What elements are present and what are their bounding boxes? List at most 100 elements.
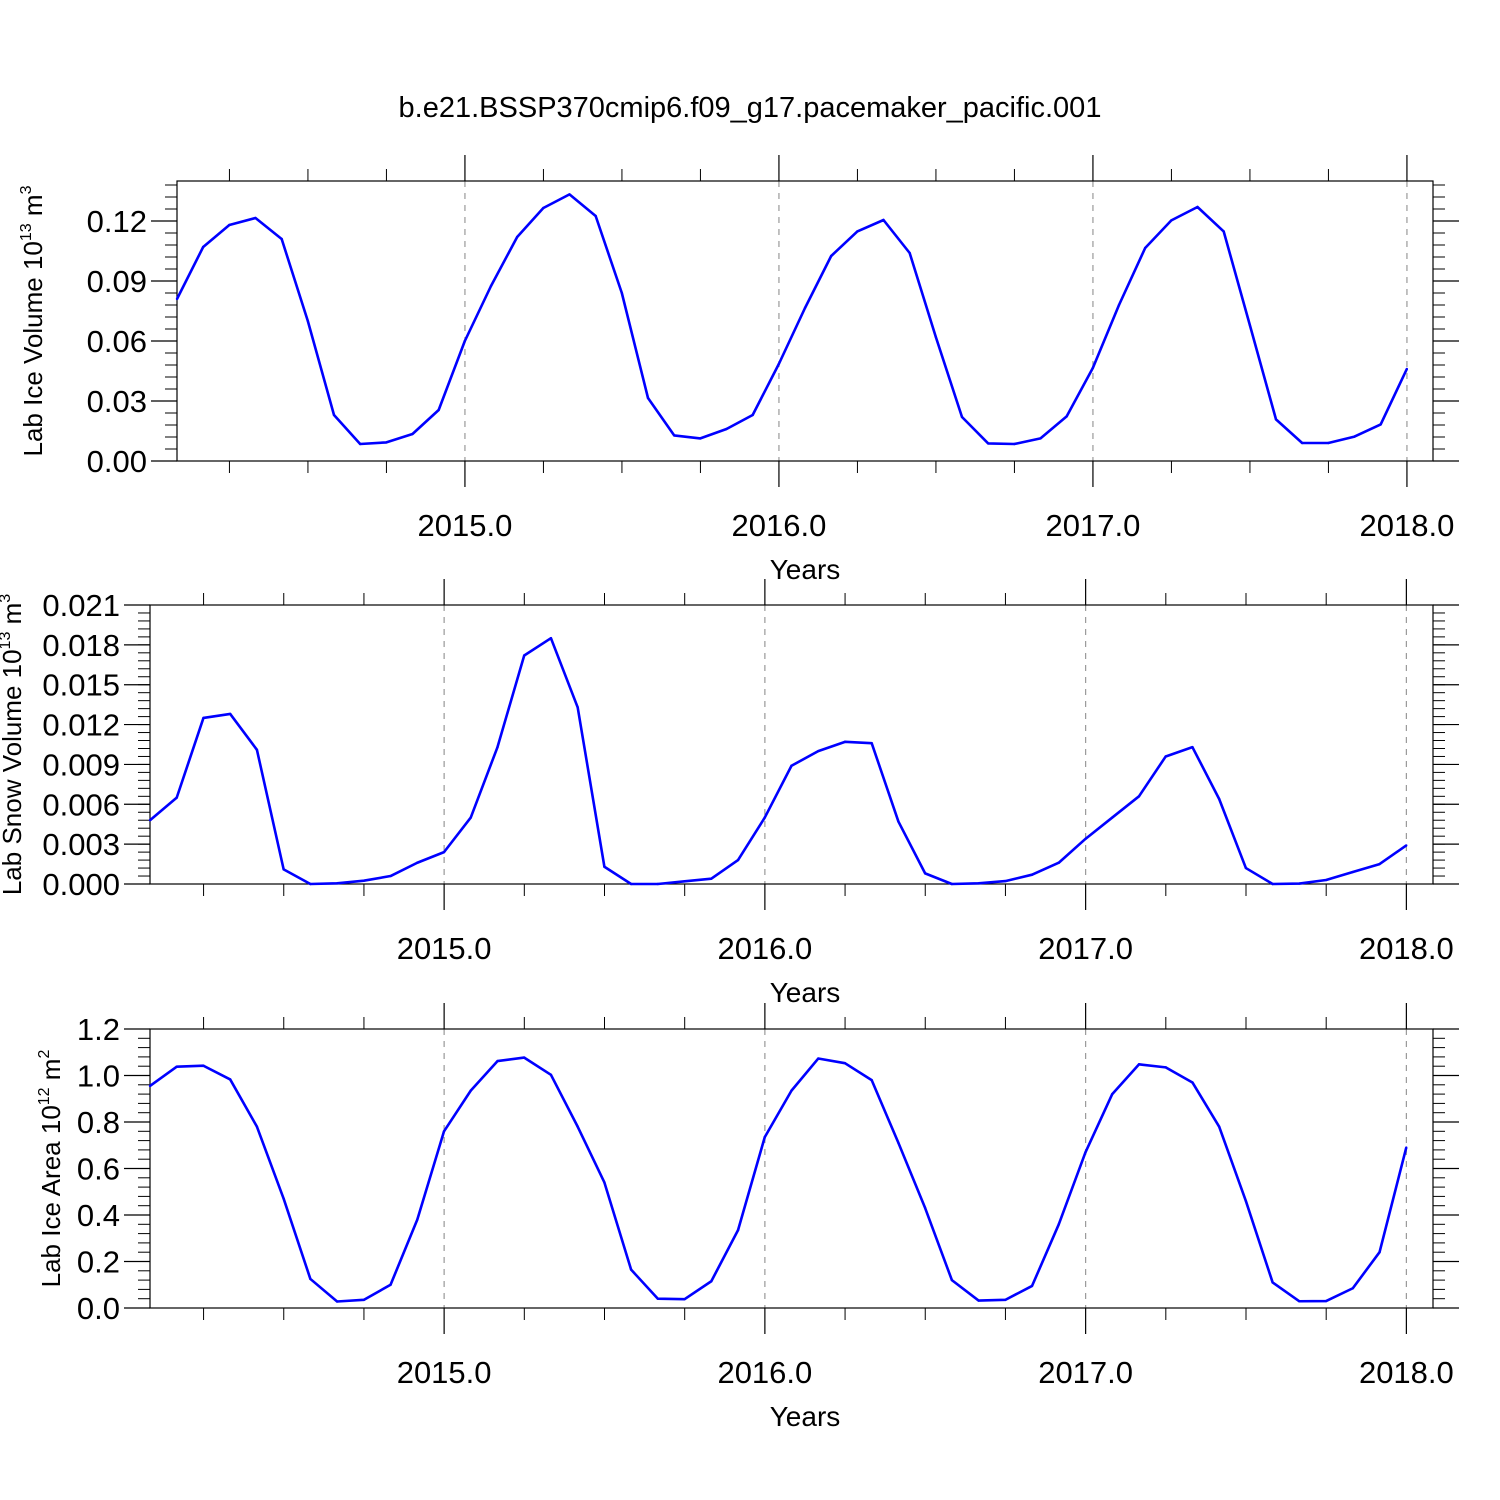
- data-point: [1084, 1151, 1087, 1154]
- x-tick-label: 2015.0: [418, 508, 513, 543]
- data-point: [489, 284, 493, 288]
- data-point: [362, 879, 366, 882]
- data-point: [523, 654, 526, 657]
- data-point: [306, 319, 310, 323]
- chart-panel-ice-volume: 0.00 0.03 0.06 0.09 0.12 2015.0 2016.0 2017.0 20…: [18, 155, 1459, 585]
- data-point: [897, 1141, 900, 1145]
- data-point: [1324, 878, 1328, 882]
- data-point: [817, 749, 820, 753]
- data-point: [1191, 745, 1194, 749]
- data-point: [656, 1297, 660, 1300]
- data-point: [1164, 1066, 1167, 1069]
- y-axis-label-unit: m: [36, 1059, 66, 1088]
- figure-title: b.e21.BSSP370cmip6.f09_g17.pacemaker_pac…: [399, 92, 1102, 124]
- data-point: [1137, 1063, 1141, 1066]
- y-axis-label-unit: m: [18, 194, 48, 223]
- data-point: [683, 880, 686, 883]
- x-axis-label: Years: [770, 977, 841, 1008]
- data-point: [389, 1283, 392, 1286]
- data-point: [1065, 415, 1068, 418]
- data-point: [228, 223, 231, 227]
- y-axis-label-main: Lab Ice Volume 10: [18, 241, 48, 456]
- data-point: [803, 306, 807, 310]
- x-tick-label: 2017.0: [1038, 931, 1133, 966]
- data-point: [1111, 1092, 1114, 1096]
- data-point: [1170, 219, 1173, 222]
- data-point: [1004, 1298, 1007, 1302]
- data-point: [389, 874, 392, 878]
- data-point: [469, 816, 472, 819]
- data-point: [950, 1278, 954, 1282]
- data-point: [542, 206, 545, 210]
- x-axis-label: Years: [770, 1401, 841, 1432]
- data-point: [549, 637, 553, 640]
- y-axis-label: Lab Ice Area 1012 m2: [36, 1050, 66, 1288]
- x-tick-label: 2017.0: [1038, 1355, 1133, 1390]
- y-tick-label: 0.12: [87, 204, 147, 239]
- y-axis-label-exponent: 13: [0, 632, 14, 650]
- data-point: [496, 745, 499, 749]
- data-point: [777, 362, 781, 366]
- data-point: [437, 408, 440, 412]
- data-point: [923, 1206, 927, 1210]
- series-line-ice-volume: [175, 193, 1409, 446]
- data-point: [385, 441, 388, 444]
- data-point: [309, 1277, 312, 1281]
- x-axis-label: Years: [770, 554, 841, 585]
- data-point: [148, 819, 152, 822]
- data-point: [1013, 442, 1016, 446]
- x-tick-label: 2016.0: [717, 1355, 812, 1390]
- data-point: [1271, 1281, 1274, 1284]
- y-tick-label: 0.021: [42, 588, 120, 623]
- data-point: [843, 1061, 847, 1065]
- data-point: [1196, 205, 1199, 209]
- data-point: [576, 1125, 579, 1128]
- chart-panel-ice-area: 0.0 0.2 0.4 0.6 0.8 1.0 1.2 2015.0 2016.0 2017.0 2…: [36, 1003, 1459, 1432]
- y-tick-label: 0.4: [77, 1198, 120, 1233]
- data-point: [856, 230, 859, 233]
- data-point: [496, 1059, 499, 1063]
- data-point: [1405, 1146, 1408, 1149]
- data-point: [201, 245, 205, 249]
- data-point: [736, 1228, 740, 1232]
- data-point: [1057, 1223, 1060, 1226]
- data-point: [790, 1089, 793, 1092]
- data-point: [1057, 861, 1060, 864]
- y-tick-label: 0.8: [77, 1105, 120, 1140]
- data-point: [960, 415, 964, 419]
- data-point: [358, 442, 362, 446]
- data-point: [442, 850, 446, 854]
- data-point: [335, 882, 339, 885]
- data-point: [1298, 882, 1301, 885]
- y-axis-label-main: Lab Snow Volume 10: [0, 649, 27, 895]
- data-point: [908, 251, 911, 255]
- data-point: [594, 214, 597, 218]
- data-point: [309, 882, 312, 886]
- y-tick-label: 0.03: [87, 384, 147, 419]
- data-point: [228, 1078, 232, 1081]
- data-point: [1084, 837, 1087, 841]
- y-axis-label: Lab Snow Volume 1013 m3: [0, 594, 27, 895]
- y-tick-label: 0.006: [42, 787, 120, 822]
- data-point: [934, 335, 938, 339]
- data-point: [469, 1089, 472, 1092]
- data-point: [148, 1084, 152, 1088]
- y-tick-label: 0.2: [77, 1245, 120, 1280]
- data-point: [1004, 879, 1007, 883]
- data-point: [923, 872, 927, 875]
- plot-frame: [176, 180, 1434, 462]
- series-line-snow-volume: [149, 636, 1408, 886]
- data-point: [763, 1135, 766, 1139]
- data-point: [411, 432, 414, 436]
- data-point: [870, 1078, 873, 1082]
- data-point: [228, 712, 232, 716]
- x-tick-label: 2017.0: [1046, 508, 1141, 543]
- data-point: [882, 218, 885, 222]
- data-point: [710, 1280, 713, 1283]
- data-point: [335, 1300, 339, 1303]
- data-point: [1244, 866, 1248, 870]
- data-point: [790, 764, 793, 767]
- data-point: [332, 413, 336, 417]
